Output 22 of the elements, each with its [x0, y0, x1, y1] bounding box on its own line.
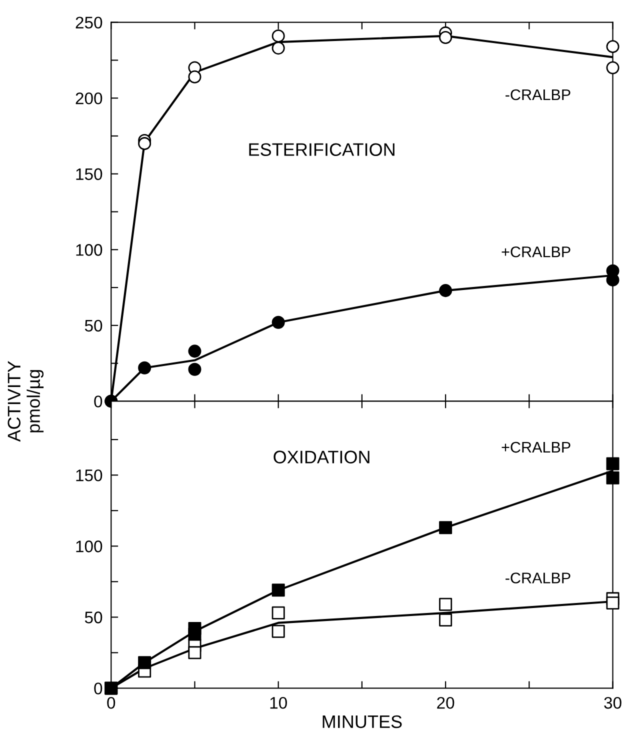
text: +CRALBP [502, 442, 570, 453]
y-tick-label: 150 [76, 469, 102, 482]
text: OXIDATION [274, 450, 370, 464]
y-tick-label: 50 [84, 320, 102, 332]
series-label: -CRALBP [506, 572, 570, 584]
x-tick-label: 0 [107, 696, 116, 709]
y-tick-label: 100 [76, 244, 102, 256]
y-tick-label: 200 [76, 92, 102, 104]
x-axis-title: MINUTES [322, 715, 402, 728]
x-tick-label: 10 [270, 696, 287, 709]
y-tick-label: 100 [76, 540, 102, 552]
y-tick-label: 0 [94, 396, 102, 408]
y-tick-label: 50 [84, 612, 102, 624]
series-label: +CRALBP [502, 246, 570, 258]
text: ESTERIFICATION [249, 143, 394, 156]
text: -CRALBP [506, 89, 570, 100]
y-tick-label: 250 [76, 16, 102, 29]
x-tick-label: 30 [604, 696, 622, 709]
y-axis-title: ACTIVITY pmol/µg [8, 360, 44, 442]
y-tick-label: 150 [76, 168, 102, 180]
x-tick-label: 20 [437, 696, 454, 709]
y-tick-label: 0 [94, 682, 102, 694]
